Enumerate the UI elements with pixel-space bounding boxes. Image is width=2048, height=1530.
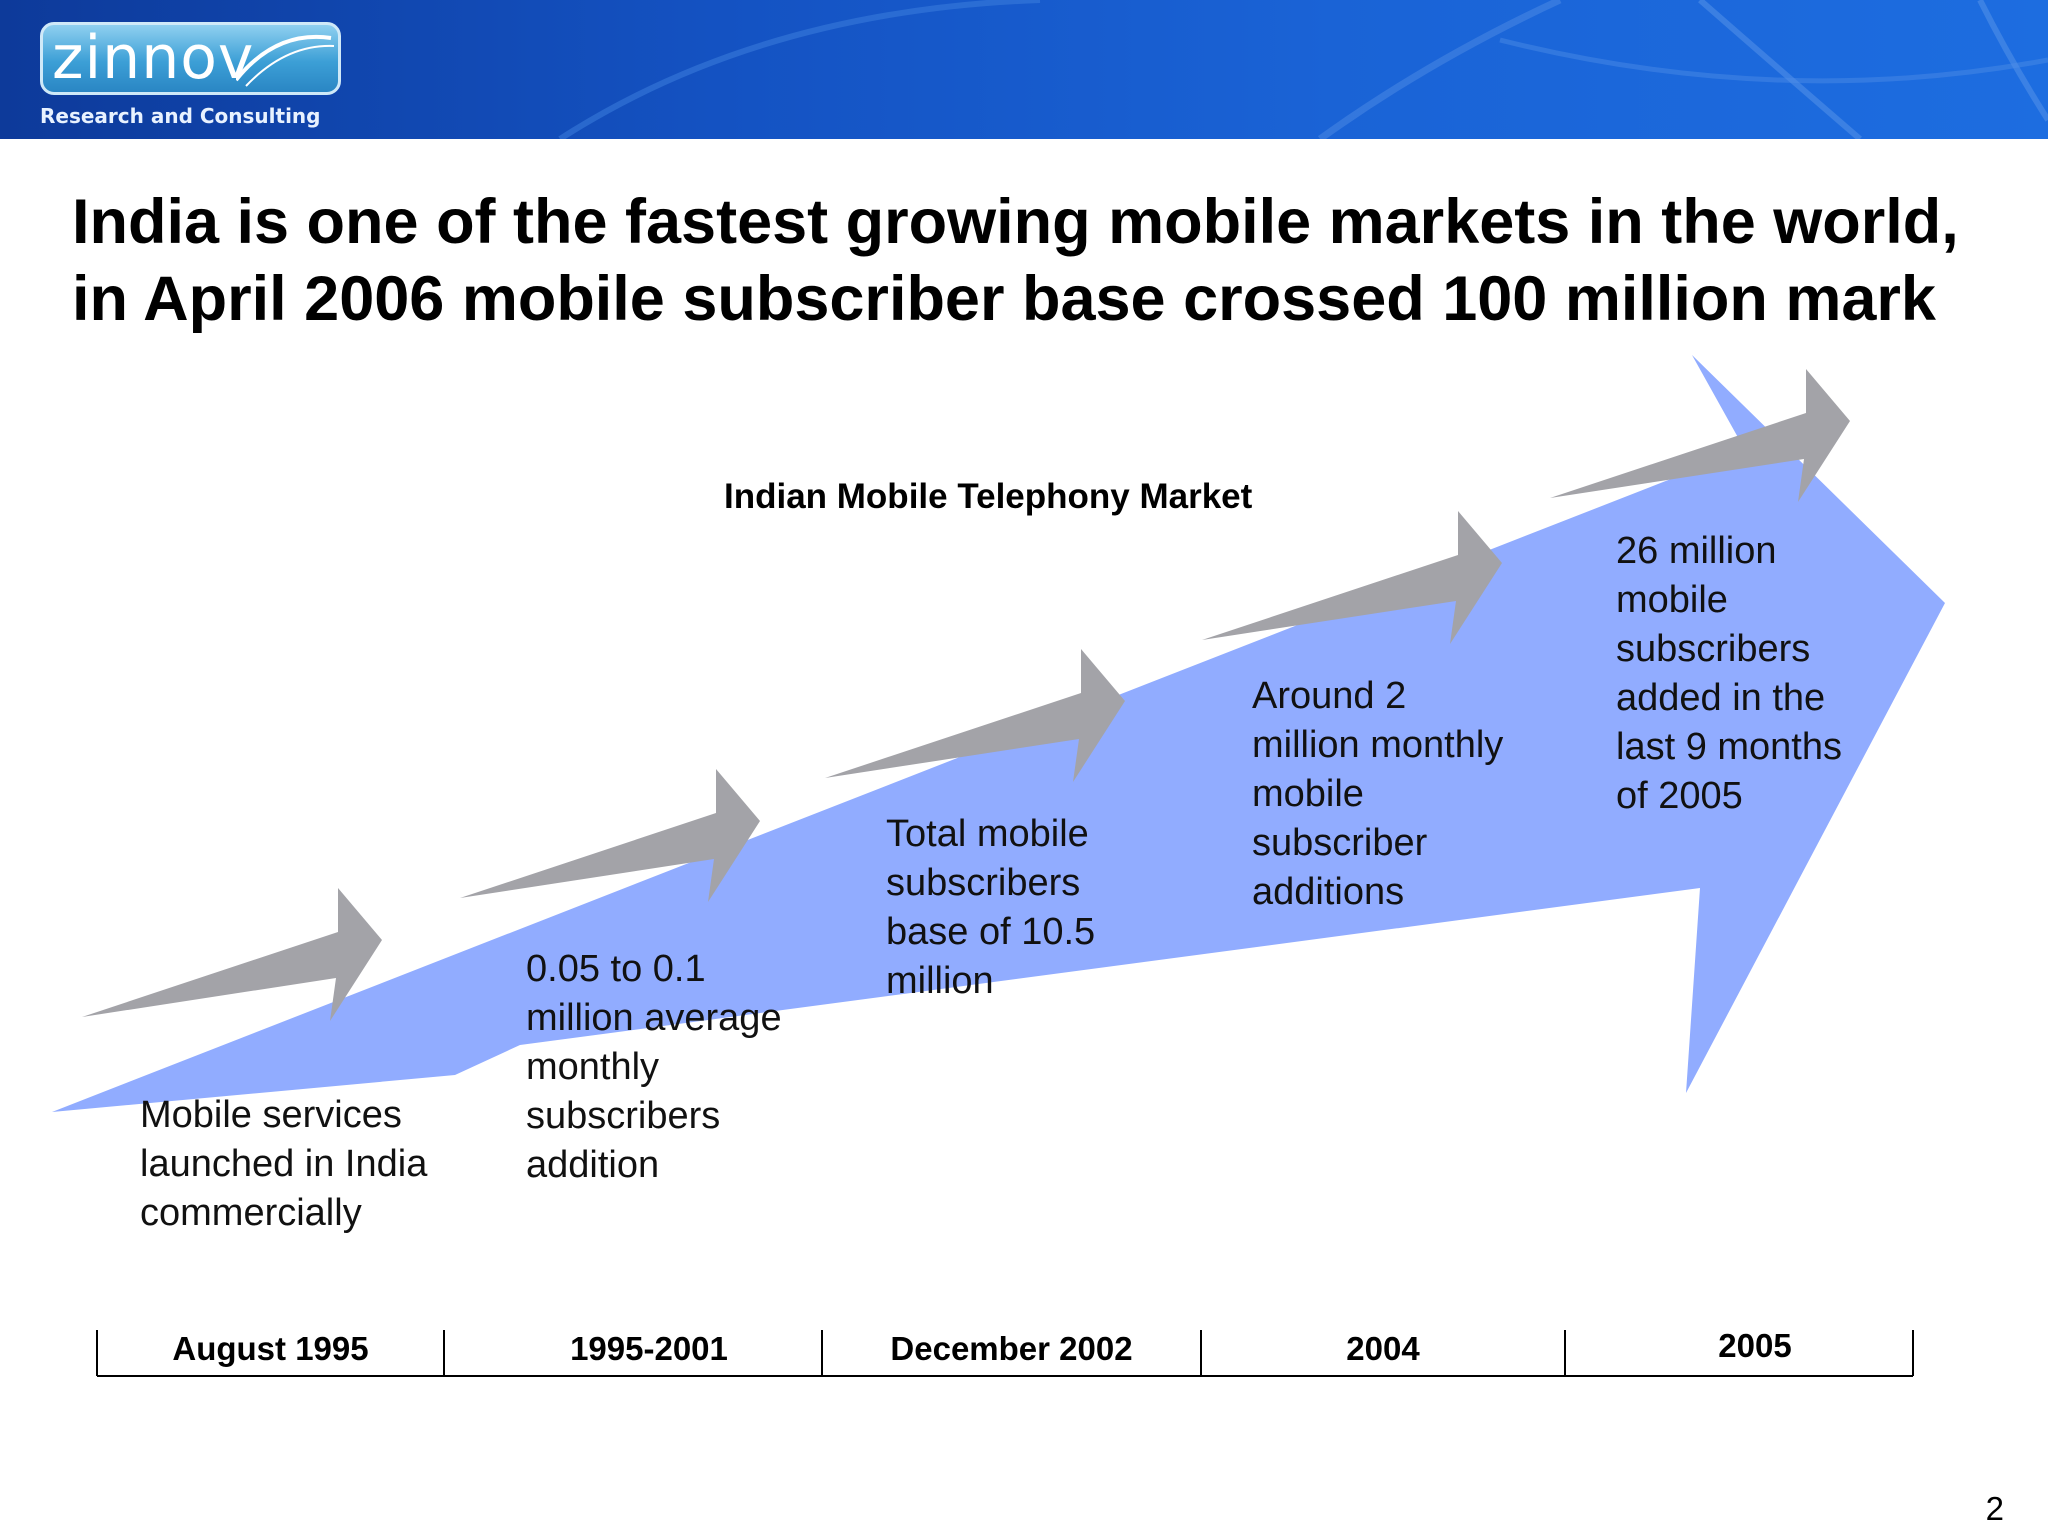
step-1-line: Mobile services <box>140 1094 402 1136</box>
timeline-label: 2005 <box>1718 1327 1792 1364</box>
step-arrow-1 <box>82 888 382 1021</box>
step-1-line: commercially <box>140 1192 362 1234</box>
timeline-label: August 1995 <box>172 1330 369 1367</box>
step-1-line: launched in India <box>140 1143 428 1185</box>
step-arrow-5 <box>1550 369 1850 502</box>
step-2-line: subscribers <box>526 1095 721 1137</box>
logo <box>40 22 341 95</box>
step-3-line: base of 10.5 <box>886 911 1096 953</box>
step-3-line: million <box>886 960 994 1002</box>
title-line-2: in April 2006 mobile subscriber base cro… <box>72 264 1936 334</box>
step-1-text: Mobile services launched in India commer… <box>140 1091 427 1238</box>
step-5-line: of 2005 <box>1616 775 1743 817</box>
step-5-line: 26 million <box>1616 530 1777 572</box>
timeline-label: December 2002 <box>890 1330 1133 1367</box>
step-arrow-4 <box>1202 511 1502 644</box>
step-2-line: million average <box>526 997 782 1039</box>
header-banner: zinnov Research and Consulting <box>0 0 2048 139</box>
title-line-1: India is one of the fastest growing mobi… <box>72 187 1959 257</box>
step-5-line: subscribers <box>1616 628 1811 670</box>
timeline-label: 1995-2001 <box>570 1330 728 1367</box>
step-2-line: 0.05 to 0.1 <box>526 948 706 990</box>
logo-tagline: Research and Consulting <box>40 104 321 128</box>
diagram-title: Indian Mobile Telephony Market <box>724 477 1253 516</box>
step-4-line: million monthly <box>1252 724 1504 766</box>
step-arrow-2 <box>460 769 760 902</box>
logo-text: zinnov <box>52 23 255 93</box>
step-5-line: last 9 months <box>1616 726 1842 768</box>
step-5-line: added in the <box>1616 677 1826 719</box>
page-number: 2 <box>1985 1490 2004 1527</box>
page-title: India is one of the fastest growing mobi… <box>72 184 2032 338</box>
step-4-line: subscriber <box>1252 822 1428 864</box>
step-5-line: mobile <box>1616 579 1728 621</box>
step-4-line: mobile <box>1252 773 1364 815</box>
timeline-label: 2004 <box>1346 1330 1420 1367</box>
step-arrow-3 <box>825 649 1125 782</box>
step-4-line: additions <box>1252 871 1405 913</box>
step-3-line: subscribers <box>886 862 1081 904</box>
banner-decoration <box>558 0 2048 139</box>
logo-swoosh-icon <box>236 35 335 87</box>
timeline <box>96 1330 1914 1377</box>
step-2-line: monthly <box>526 1046 660 1088</box>
step-3-text: Total mobile subscribers base of 10.5 mi… <box>886 810 1095 1006</box>
step-2-line: addition <box>526 1144 660 1186</box>
step-5-text: 26 million mobile subscribers added in t… <box>1616 527 1842 821</box>
step-3-line: Total mobile <box>886 813 1089 855</box>
step-2-text: 0.05 to 0.1 million average monthly subs… <box>526 945 782 1190</box>
step-4-line: Around 2 <box>1252 675 1407 717</box>
step-4-text: Around 2 million monthly mobile subscrib… <box>1252 672 1503 917</box>
